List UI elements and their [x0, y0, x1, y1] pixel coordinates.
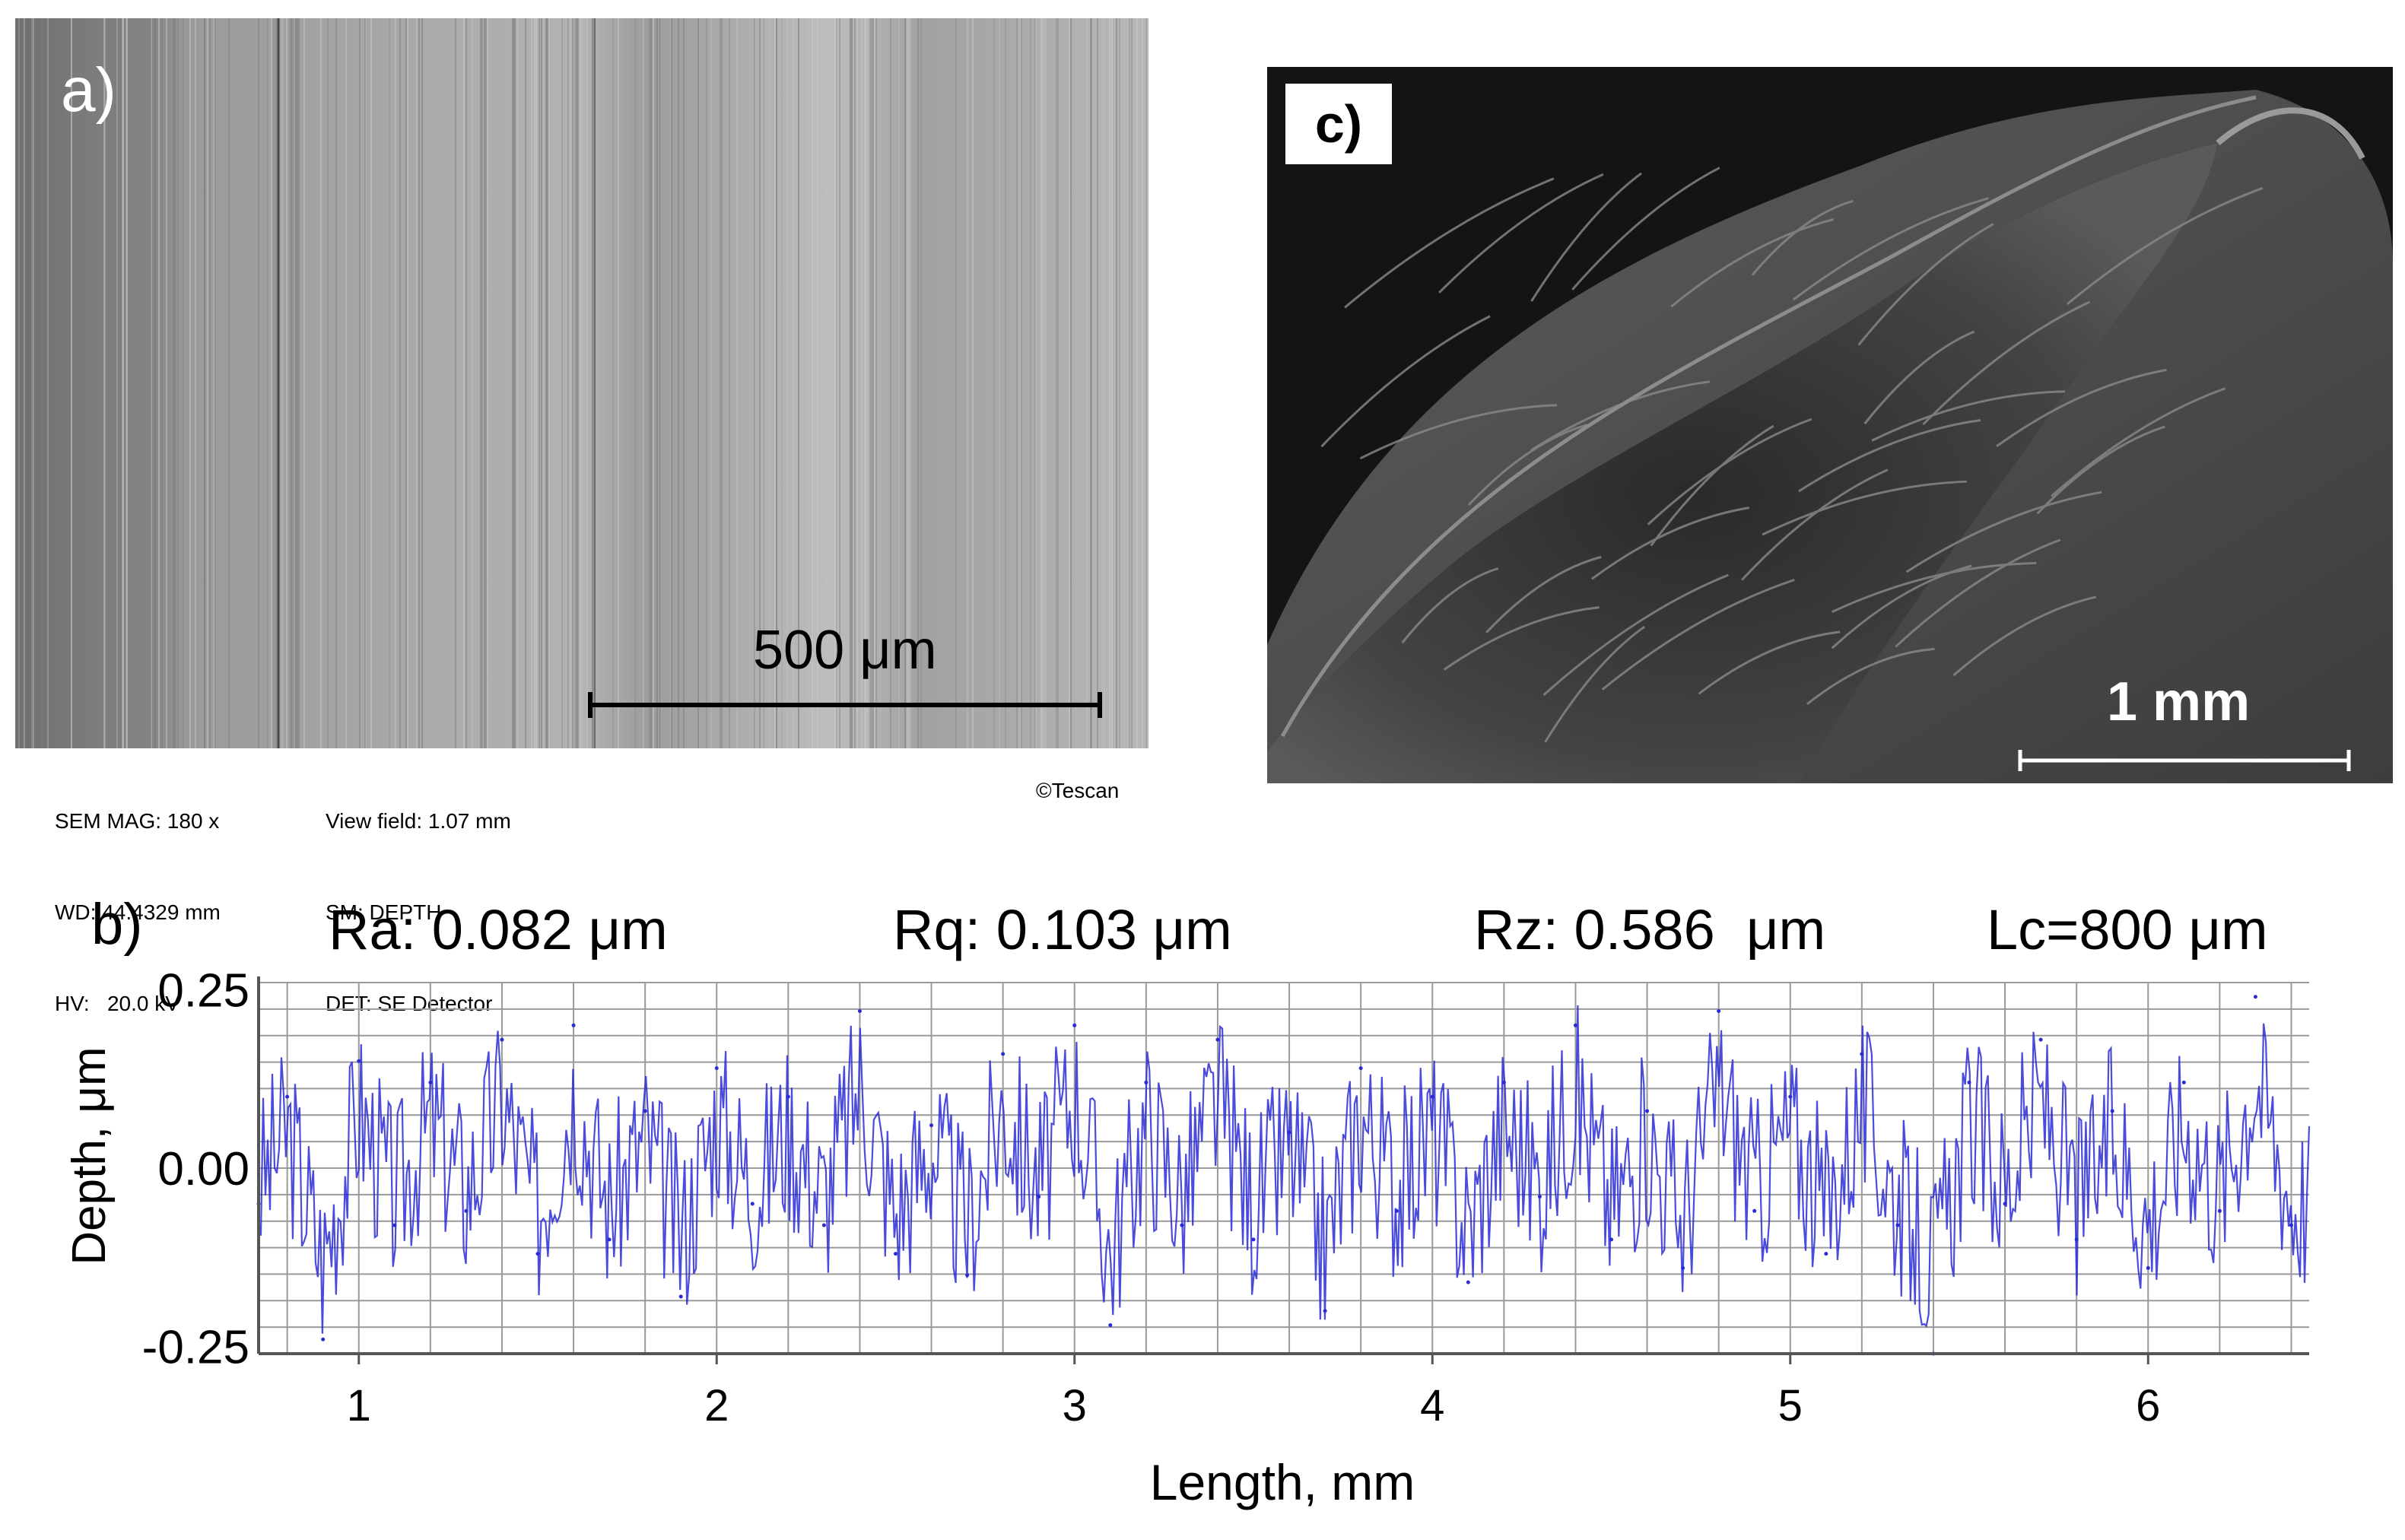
profile-data-point	[1144, 1080, 1148, 1084]
profile-data-point	[1609, 1237, 1614, 1242]
profile-data-point	[965, 1273, 970, 1278]
profile-data-point	[929, 1123, 934, 1128]
x-tick-label: 3	[1063, 1381, 1087, 1430]
profile-data-point	[571, 1023, 576, 1027]
profile-data-point	[1466, 1280, 1470, 1284]
y-tick-label: -0.25	[142, 1322, 249, 1374]
scale-bar-label-c: 1 mm	[2107, 672, 2251, 732]
profile-data-point	[500, 1037, 504, 1042]
profile-data-point	[607, 1237, 612, 1242]
profile-data-point	[1788, 1094, 1793, 1099]
panel-label-b: b)	[91, 892, 143, 957]
y-tick-label: 0.25	[157, 964, 249, 1017]
profile-data-point	[1645, 1109, 1650, 1113]
stat-lc: Lc=800 μm	[1987, 898, 2268, 961]
meta-copyright: ©Tescan	[1036, 779, 1120, 802]
x-tick-label: 2	[704, 1381, 729, 1430]
profile-data-point	[2146, 1265, 2150, 1270]
profile-data-point	[428, 1080, 433, 1084]
profile-data-point	[2181, 1080, 2186, 1084]
scale-bar-label-a: 500 μm	[753, 620, 937, 681]
meta-det: DET: SE Detector	[326, 992, 493, 1015]
profile-data-point	[1430, 1094, 1434, 1099]
sem-fracture-image	[1267, 67, 2393, 783]
sem-metadata: SEM MAG: 180 x WD: 44.4329 mm HV: 20.0 k…	[55, 745, 1150, 1015]
meta-wd: WD: 44.4329 mm	[55, 900, 221, 924]
profile-data-point	[1752, 1208, 1757, 1213]
profile-data-point	[894, 1252, 898, 1256]
panel-label-c: c)	[1314, 94, 1363, 154]
profile-data-point	[1358, 1066, 1363, 1071]
profile-data-point	[1394, 1208, 1399, 1213]
x-axis-label: Length, mm	[1150, 1454, 1415, 1510]
sem-image-a	[15, 18, 1148, 748]
x-tick-label: 6	[2136, 1381, 2160, 1430]
profile-series-line	[257, 1005, 2311, 1334]
profile-data-point	[1037, 1195, 1041, 1199]
profile-data-point	[2217, 1208, 2222, 1213]
meta-sm: SM: DEPTH	[326, 900, 442, 924]
stat-rz: Rz: 0.586 μm	[1474, 898, 1826, 961]
y-tick-label: 0.00	[157, 1143, 249, 1195]
profile-data-point	[1108, 1322, 1113, 1327]
profile-data-point	[1895, 1223, 1900, 1227]
stat-rq: Rq: 0.103 μm	[893, 898, 1232, 961]
x-tick-label: 1	[347, 1381, 371, 1430]
profile-data-point	[321, 1337, 326, 1342]
profile-data-point	[392, 1223, 397, 1227]
profile-data-point	[643, 1109, 647, 1113]
sem-surface-image	[15, 18, 1148, 748]
profile-data-point	[285, 1094, 290, 1099]
profile-data-point	[2253, 995, 2257, 999]
profile-data-point	[535, 1252, 540, 1256]
profile-data-point	[2289, 1223, 2293, 1227]
profile-data-point	[857, 1009, 862, 1014]
profile-data-point	[786, 1094, 790, 1099]
profile-data-point	[1072, 1023, 1077, 1027]
x-tick-label: 5	[1778, 1381, 1803, 1430]
profile-data-point	[1323, 1309, 1327, 1313]
meta-view-field: View field: 1.07 mm	[326, 809, 511, 833]
profile-data-point	[1573, 1023, 1577, 1027]
profile-data-point	[1251, 1237, 1256, 1242]
profile-data-point	[1860, 1052, 1864, 1056]
profile-data-point	[1717, 1009, 1721, 1014]
profile-data-point	[1001, 1052, 1006, 1056]
profile-data-point	[1824, 1252, 1828, 1256]
y-axis-label: Depth, μm	[63, 1046, 116, 1265]
x-tick-label: 4	[1420, 1381, 1444, 1430]
profile-data-point	[2074, 1237, 2079, 1242]
scale-bar-c	[2018, 750, 2351, 771]
profile-data-point	[357, 1059, 361, 1063]
profile-data-point	[2110, 1109, 2114, 1113]
profile-data-point	[464, 1208, 469, 1213]
profile-data-point	[1501, 1080, 1506, 1084]
profile-data-point	[1215, 1037, 1220, 1042]
meta-hv: HV: 20.0 kV	[55, 992, 180, 1015]
panel-label-c-box: c)	[1285, 84, 1392, 164]
profile-data-point	[1287, 1130, 1291, 1135]
profile-data-point	[1180, 1223, 1184, 1227]
profile-data-point	[714, 1066, 719, 1071]
panel-label-a: a)	[61, 56, 116, 125]
sem-image-c	[1267, 67, 2393, 783]
profile-data-point	[750, 1202, 755, 1206]
profile-data-point	[1681, 1265, 1685, 1270]
profile-data-point	[2038, 1037, 2043, 1042]
profile-data-point	[1967, 1080, 1971, 1084]
profile-data-point	[2003, 1202, 2007, 1206]
profile-data-point	[1537, 1195, 1542, 1199]
profile-data-point	[678, 1294, 683, 1299]
profile-data-point	[821, 1223, 826, 1227]
meta-mag: SEM MAG: 180 x	[55, 809, 220, 833]
scale-bar-a	[588, 692, 1102, 718]
stat-ra: Ra: 0.082 μm	[329, 898, 668, 961]
